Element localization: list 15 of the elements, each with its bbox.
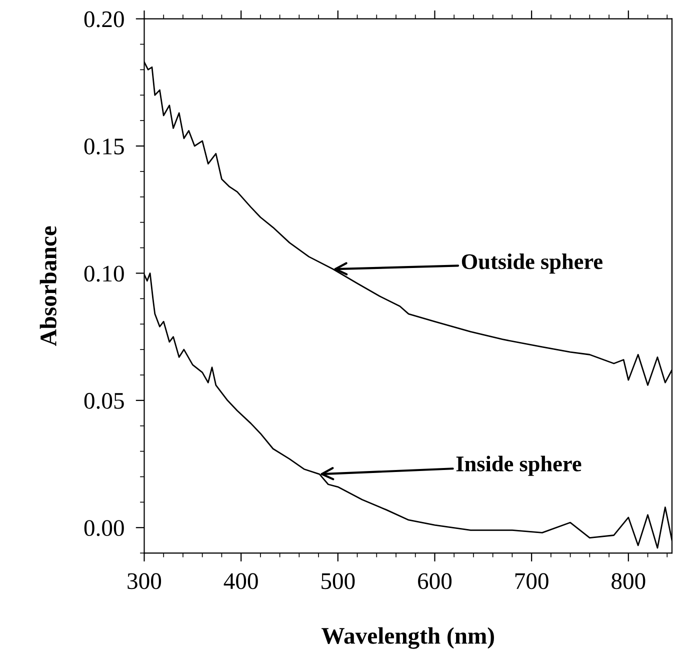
annotation: Outside sphere [462, 254, 602, 274]
annotation: Inside sphere [456, 456, 582, 476]
x-axis-title: Wavelength (nm) [322, 627, 494, 649]
y-tick-label: 0.05 [84, 392, 124, 409]
x-tick-label: 400 [224, 573, 258, 590]
x-tick-label: 300 [128, 573, 162, 590]
y-tick-label: 0.00 [84, 520, 124, 536]
y-tick-label: 0.15 [84, 138, 124, 155]
x-tick-label: 500 [322, 573, 355, 590]
x-tick-label: 600 [418, 573, 452, 590]
x-tick-label: 800 [612, 573, 646, 590]
y-tick-label: 0.20 [84, 11, 124, 28]
y-axis-title: Absorbance [40, 226, 56, 346]
x-tick-label: 700 [515, 573, 548, 590]
y-tick-label: 0.10 [84, 266, 124, 282]
